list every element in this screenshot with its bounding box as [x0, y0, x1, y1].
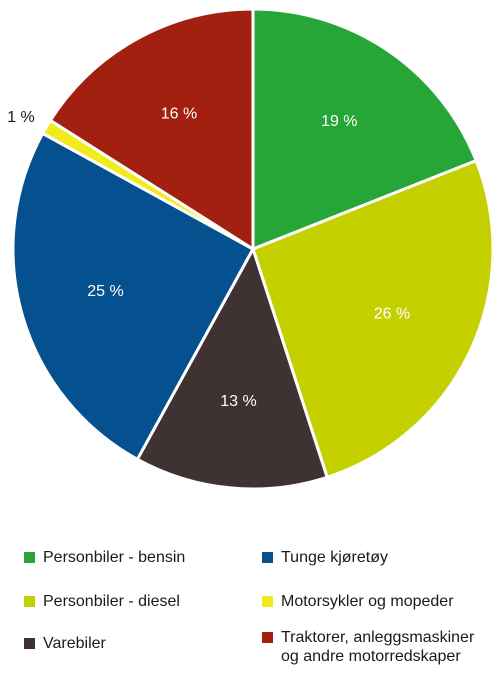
legend-label: Personbiler - bensin [43, 549, 186, 566]
legend-swatch [262, 632, 273, 643]
legend-item: Varebiler [24, 634, 106, 653]
legend-swatch [262, 596, 273, 607]
legend-swatch [262, 552, 273, 563]
slice-label: 1 % [7, 109, 35, 126]
legend-swatch [24, 638, 35, 649]
slice-label: 16 % [161, 106, 197, 123]
legend-swatch [24, 552, 35, 563]
legend-item: Motorsykler og mopeder [262, 592, 454, 611]
pie-slice [48, 7, 255, 251]
legend-label: Motorsykler og mopeder [281, 593, 454, 610]
slice-label: 26 % [374, 306, 410, 323]
legend-swatch [24, 596, 35, 607]
pie-slice [135, 247, 329, 491]
slice-label: 19 % [321, 113, 357, 130]
legend-label: Personbiler - diesel [43, 593, 180, 610]
legend-label: Tunge kjøretøy [281, 549, 388, 566]
legend-label: Varebiler [43, 635, 106, 652]
legend-item: Personbiler - bensin [24, 548, 185, 567]
pie-svg: 19 % 26 % 13 % 25 % 1 % 16 % [7, 7, 495, 491]
pie-slice [251, 159, 495, 479]
pie-slice [11, 131, 255, 461]
legend-item: Tunge kjøretøy [262, 548, 388, 567]
pie-slice [251, 7, 478, 251]
legend-item: Personbiler - diesel [24, 592, 180, 611]
legend-item: Traktorer, anleggsmaskiner og andre moto… [262, 628, 474, 666]
slice-label: 25 % [87, 283, 123, 300]
legend-label: Traktorer, anleggsmaskiner og andre moto… [281, 629, 475, 665]
slice-label: 13 % [220, 393, 256, 410]
